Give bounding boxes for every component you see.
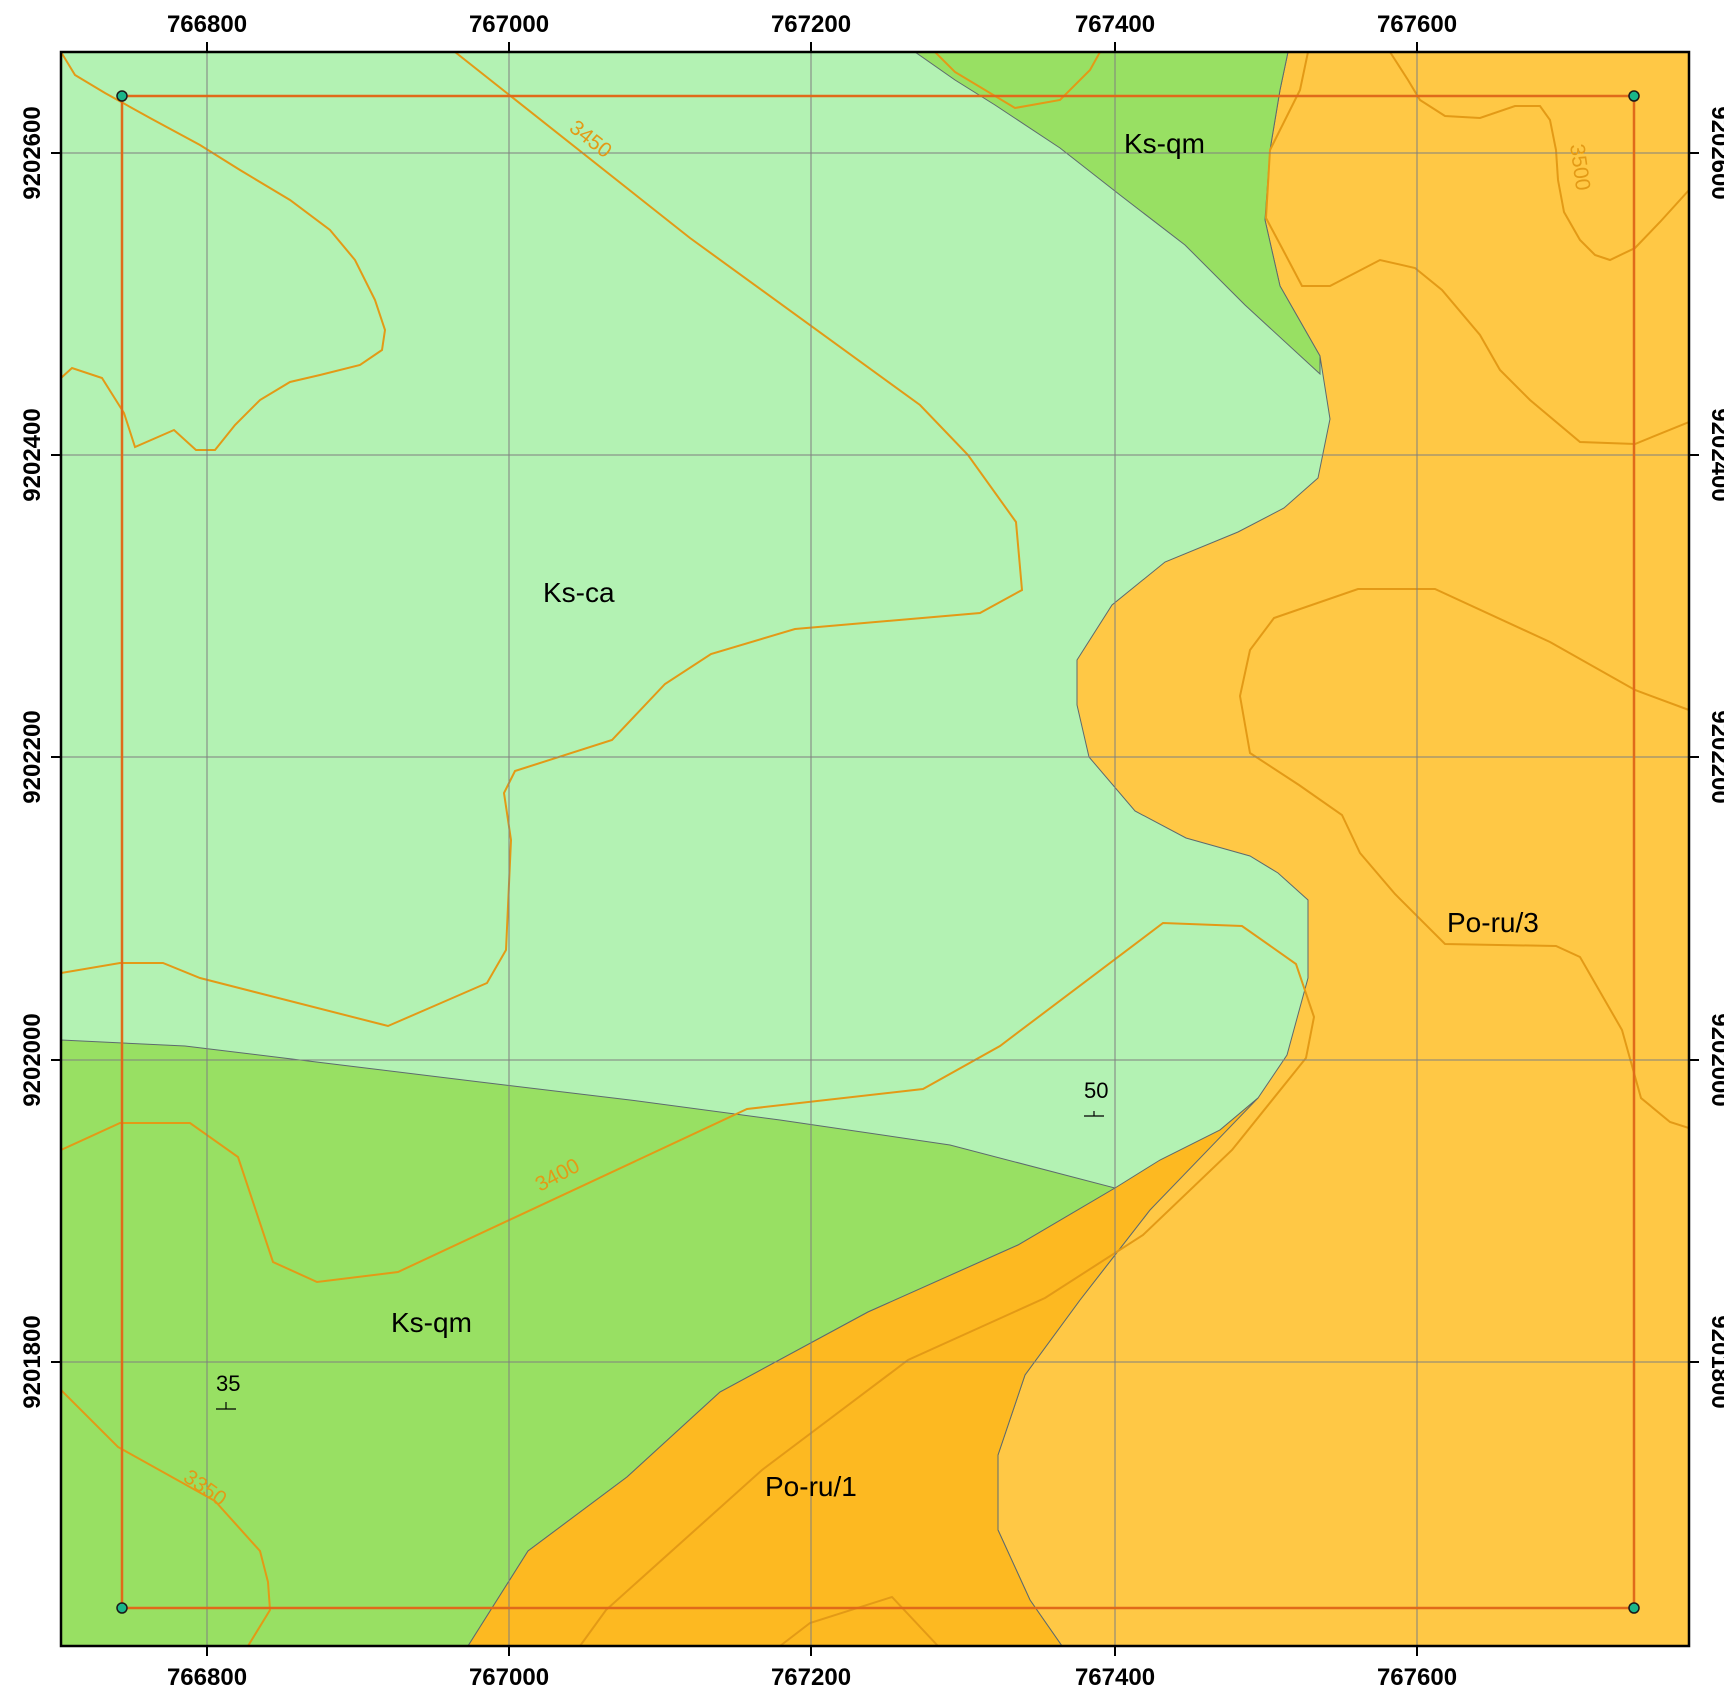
contour-3400 — [61, 921, 1316, 1646]
contour-right-middle — [1238, 588, 1689, 1129]
x-tick-bottom-767400: 767400 — [1075, 1664, 1155, 1691]
map-border — [59, 50, 1691, 1648]
y-tick-left-9202400: 9202400 — [19, 408, 46, 501]
boundary-rectangle — [120, 94, 1636, 1610]
contour-bottom-small — [779, 1595, 939, 1646]
boundary-corner-marker-tl — [116, 90, 128, 102]
y-tick-left-9202200: 9202200 — [19, 710, 46, 803]
unit-ks-qm-top-area — [914, 52, 1321, 376]
dip-symbol-50 — [1084, 1111, 1104, 1117]
y-tick-right-9202000: 9202000 — [1706, 1013, 1724, 1106]
tick-marks — [51, 42, 1699, 1656]
x-tick-top-767600: 767600 — [1377, 11, 1457, 38]
dip-symbol-35 — [216, 1402, 236, 1410]
contour-lines — [61, 52, 1689, 1646]
x-tick-bottom-767200: 767200 — [771, 1664, 851, 1691]
x-tick-top-766800: 766800 — [167, 11, 247, 38]
unit-label-ks-ca: Ks-ca — [543, 577, 615, 608]
boundary-corner-marker-bl — [116, 1602, 128, 1614]
y-tick-left-9201800: 9201800 — [19, 1315, 46, 1408]
unit-label-po-ru-3: Po-ru/3 — [1447, 907, 1539, 938]
x-tick-bottom-767000: 767000 — [469, 1664, 549, 1691]
contour-upper-right — [1264, 52, 1689, 446]
unit-label-po-ru-1: Po-ru/1 — [765, 1471, 857, 1502]
x-tick-bottom-767600: 767600 — [1377, 1664, 1457, 1691]
boundary-corner-marker-tr — [1628, 90, 1640, 102]
x-tick-top-767000: 767000 — [469, 11, 549, 38]
unit-po-ru-1-area — [467, 1097, 1259, 1646]
map-frame: 3450 3400 3350 3500 50 35 Ks-ca Ks-qm Ks… — [61, 52, 1689, 1646]
x-tick-top-767200: 767200 — [771, 11, 851, 38]
y-tick-left-9202600: 9202600 — [19, 106, 46, 199]
y-tick-right-9201800: 9201800 — [1706, 1315, 1724, 1408]
contour-upper-left-loop — [61, 52, 387, 451]
contour-3500 — [1389, 52, 1689, 262]
unit-label-ks-qm-top: Ks-qm — [1124, 128, 1205, 159]
contour-3350 — [61, 1389, 272, 1646]
unit-label-ks-qm-bottom: Ks-qm — [391, 1307, 472, 1338]
contour-far-right-top — [934, 52, 1101, 110]
x-tick-top-767400: 767400 — [1075, 11, 1155, 38]
y-tick-right-9202200: 9202200 — [1706, 710, 1724, 803]
dip-value-35: 35 — [216, 1371, 240, 1396]
dip-value-50: 50 — [1084, 1078, 1108, 1103]
boundary-corner-marker-br — [1628, 1602, 1640, 1614]
y-tick-right-9202400: 9202400 — [1706, 408, 1724, 501]
contour-3450 — [61, 52, 1024, 1028]
y-tick-left-9202000: 9202000 — [19, 1013, 46, 1106]
coordinate-grid — [61, 52, 1689, 1646]
x-tick-bottom-766800: 766800 — [167, 1664, 247, 1691]
y-tick-right-9202600: 9202600 — [1706, 106, 1724, 199]
